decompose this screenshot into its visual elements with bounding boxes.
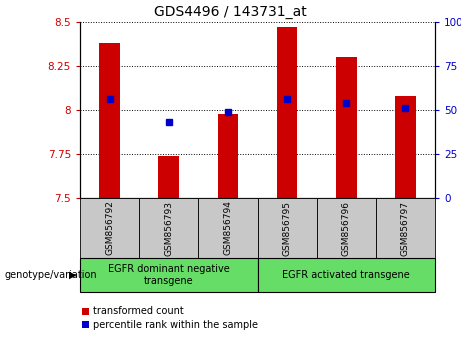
Bar (99, 43, 120, 198)
Bar (395, 96, 416, 198)
Text: GDS4496 / 143731_at: GDS4496 / 143731_at (154, 5, 307, 19)
Text: GSM856795: GSM856795 (283, 200, 292, 256)
Text: GSM856797: GSM856797 (401, 200, 410, 256)
Text: ▶: ▶ (69, 270, 76, 280)
Bar (277, 27, 297, 198)
Text: GSM856794: GSM856794 (224, 201, 232, 256)
Text: EGFR activated transgene: EGFR activated transgene (283, 270, 410, 280)
Text: transformed count: transformed count (93, 307, 184, 316)
Text: GSM856793: GSM856793 (164, 200, 173, 256)
Text: GSM856796: GSM856796 (342, 200, 351, 256)
Text: GSM856792: GSM856792 (105, 201, 114, 256)
Bar (159, 156, 179, 198)
Text: genotype/variation: genotype/variation (5, 270, 97, 280)
Text: percentile rank within the sample: percentile rank within the sample (93, 320, 258, 330)
Text: EGFR dominant negative
transgene: EGFR dominant negative transgene (108, 264, 230, 286)
Bar (218, 114, 238, 198)
Bar (336, 57, 357, 198)
